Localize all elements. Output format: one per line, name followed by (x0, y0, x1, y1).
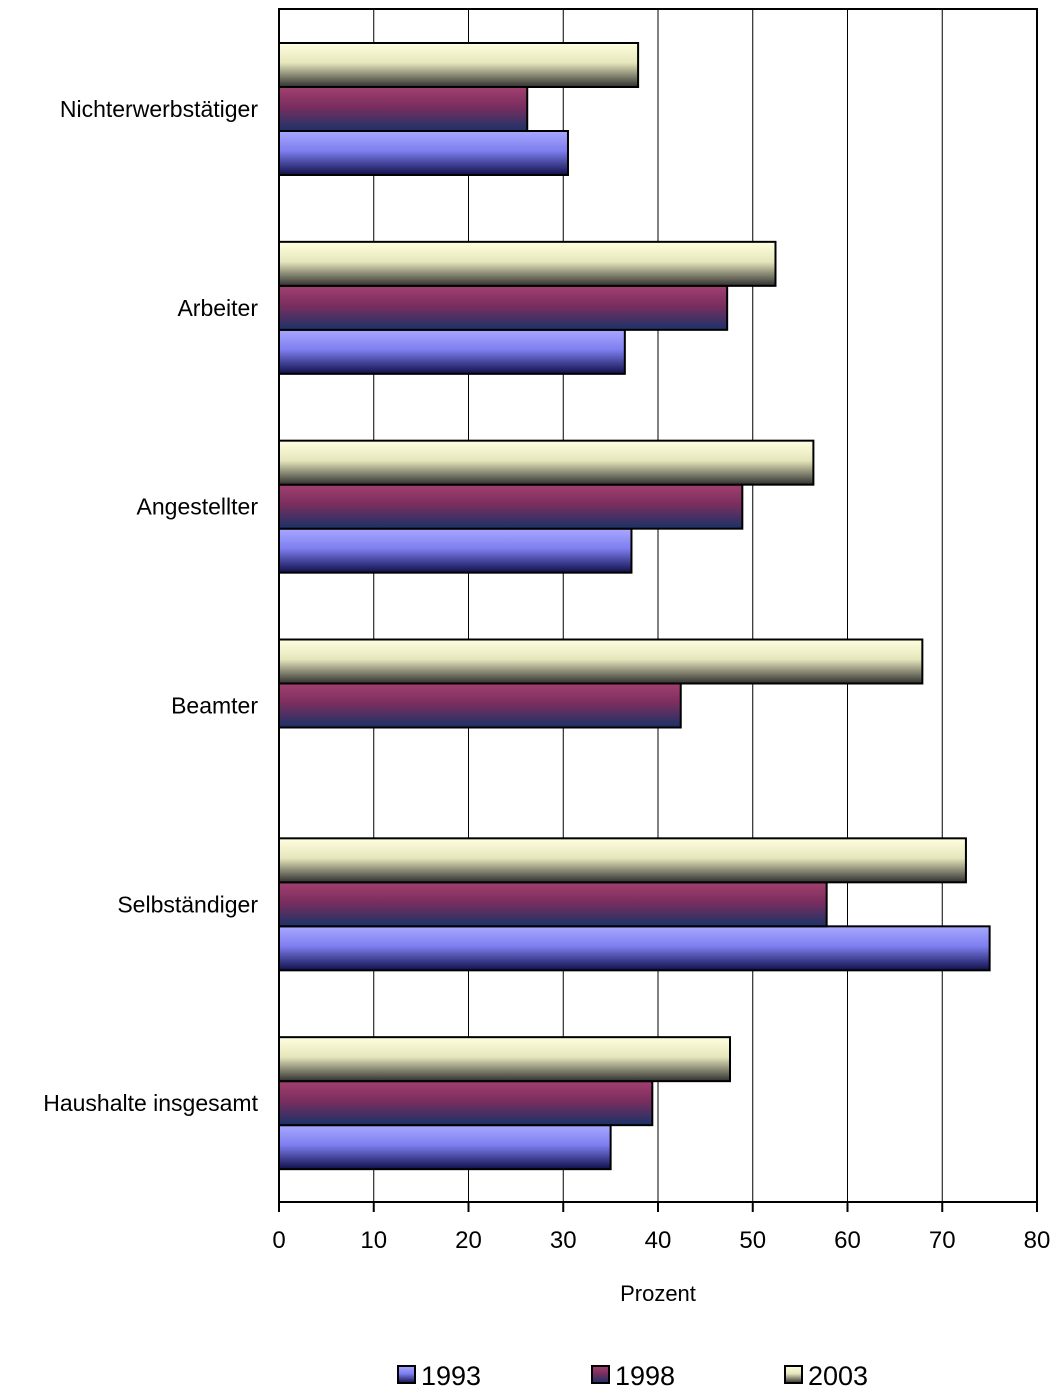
x-tick-label: 80 (1024, 1227, 1051, 1254)
legend-swatch-1998 (591, 1365, 610, 1384)
category-label: Beamter (171, 693, 258, 719)
bar-1998 (278, 1080, 654, 1127)
bar-2003 (278, 1036, 732, 1083)
legend-label: 2003 (808, 1361, 868, 1391)
bar-1998 (278, 86, 529, 132)
bar-1993 (278, 328, 626, 375)
x-tick-label: 30 (550, 1227, 577, 1254)
y-axis: Nichterwerbstätiger Arbeiter Angestellter B… (43, 96, 258, 1116)
legend-label: 1993 (421, 1361, 481, 1391)
bar-1998 (278, 682, 682, 729)
bar-2003 (278, 638, 924, 685)
x-tick-label: 50 (739, 1227, 766, 1254)
bar-1998 (278, 483, 744, 530)
gridlines (373, 9, 943, 1202)
bar-1998 (278, 881, 828, 928)
bar-1993 (278, 527, 633, 574)
bars (278, 42, 991, 1171)
category-label: Haushalte insgesamt (43, 1090, 258, 1116)
x-tick-label: 10 (360, 1227, 387, 1254)
legend-label: 1998 (615, 1361, 675, 1391)
x-tick-label: 60 (834, 1227, 861, 1254)
legend-swatch-2003 (784, 1365, 803, 1384)
x-tick-label: 0 (272, 1227, 285, 1254)
legend: 1993 1998 2003 (397, 1361, 868, 1391)
category-label: Arbeiter (177, 295, 258, 321)
bar-1993 (278, 130, 569, 176)
category-label: Selbständiger (117, 891, 258, 917)
bar-2003 (278, 837, 967, 884)
bar-2003 (278, 240, 777, 287)
bar-1993 (278, 925, 991, 972)
bar-2003 (278, 439, 815, 486)
x-tick-label: 70 (929, 1227, 956, 1254)
x-axis-title: Prozent (620, 1281, 696, 1306)
category-label: Nichterwerbstätiger (60, 96, 258, 122)
bar-1993 (278, 1124, 612, 1171)
bar-2003 (278, 42, 640, 88)
legend-swatch-1993 (397, 1365, 416, 1384)
x-tick-label: 40 (645, 1227, 672, 1254)
x-tick-label: 20 (455, 1227, 482, 1254)
bar-1998 (278, 284, 729, 331)
x-axis: 0 10 20 30 40 50 60 70 80 (272, 1202, 1050, 1254)
category-label: Angestellter (137, 494, 259, 520)
